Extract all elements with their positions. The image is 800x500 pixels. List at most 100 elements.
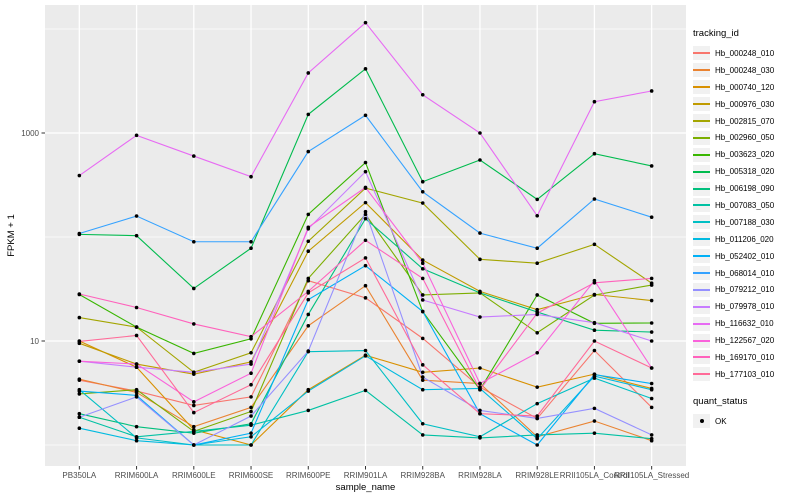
data-point xyxy=(535,351,539,355)
data-point xyxy=(420,258,425,262)
data-point xyxy=(192,322,196,326)
data-point xyxy=(249,362,253,366)
legend-entry-Hb_079978_010: Hb_079978_010 xyxy=(693,298,800,315)
data-point xyxy=(649,339,654,343)
data-point xyxy=(478,131,482,135)
data-point xyxy=(192,424,196,429)
data-point xyxy=(249,434,253,439)
legend-label: Hb_011206_020 xyxy=(715,234,774,244)
data-point xyxy=(363,20,368,25)
data-point xyxy=(535,436,539,441)
legend-key-line xyxy=(693,238,710,241)
legend-title-tracking-id: tracking_id xyxy=(693,28,739,39)
legend-label: Hb_005318_020 xyxy=(715,167,775,177)
data-point xyxy=(420,370,425,375)
data-point xyxy=(592,320,597,325)
legend-entry-Hb_005318_020: Hb_005318_020 xyxy=(693,163,800,180)
data-point xyxy=(535,385,539,389)
data-point xyxy=(192,400,196,404)
data-point xyxy=(249,174,253,179)
data-point xyxy=(592,372,597,377)
data-point xyxy=(592,431,597,435)
x-tick-label-RRIM600PE: RRIM600PE xyxy=(286,471,330,480)
data-point xyxy=(592,99,597,104)
data-point xyxy=(192,410,196,415)
legend-key-Hb_052402_010 xyxy=(693,249,710,264)
x-tick-label-RRIM928BA: RRIM928BA xyxy=(400,471,445,480)
legend-key-line xyxy=(693,339,710,342)
legend-key-Hb_169170_010 xyxy=(693,350,710,365)
data-point xyxy=(249,405,253,410)
legend-key-Hb_002815_070 xyxy=(693,114,710,128)
data-point xyxy=(306,225,311,230)
data-point xyxy=(192,351,196,356)
data-point xyxy=(649,387,654,392)
legend-key-line xyxy=(693,120,710,122)
legend-label: Hb_122567_020 xyxy=(715,336,775,346)
x-tick-label-RRIM600LE: RRIM600LE xyxy=(172,471,216,480)
data-point xyxy=(77,392,82,396)
data-point xyxy=(535,246,539,251)
data-point xyxy=(249,334,253,339)
data-point xyxy=(306,149,311,154)
legend-entry-Hb_007188_030: Hb_007188_030 xyxy=(693,214,800,231)
x-tick-label-RRIM928LA: RRIM928LA xyxy=(458,471,502,480)
data-point xyxy=(592,328,597,333)
y-tick-label-10: 10 xyxy=(30,337,39,346)
data-point xyxy=(249,431,253,435)
legend-entry-Hb_177103_010: Hb_177103_010 xyxy=(693,366,800,383)
legend-label: Hb_116632_010 xyxy=(715,319,774,329)
data-point xyxy=(306,276,311,281)
legend-key-line xyxy=(693,187,710,190)
legend-entry-Hb_003623_020: Hb_003623_020 xyxy=(693,146,800,163)
data-point xyxy=(420,92,425,97)
data-point xyxy=(420,298,425,302)
data-point xyxy=(363,354,368,358)
legend-entry-Hb_007083_050: Hb_007083_050 xyxy=(693,197,800,214)
data-point xyxy=(249,239,253,244)
data-point xyxy=(649,330,654,334)
data-point xyxy=(649,283,654,287)
legend-key-Hb_177103_010 xyxy=(693,367,710,382)
data-point xyxy=(77,173,82,178)
data-point xyxy=(134,325,139,329)
data-point xyxy=(363,216,368,221)
legend-label: Hb_000248_030 xyxy=(715,65,775,75)
data-point xyxy=(535,401,539,406)
legend-key-line xyxy=(693,356,710,359)
legend-entry-Hb_000740_120: Hb_000740_120 xyxy=(693,79,800,96)
data-point xyxy=(363,113,368,118)
legend-entry-Hb_006198_090: Hb_006198_090 xyxy=(693,180,800,197)
legend-entry-Hb_000248_030: Hb_000248_030 xyxy=(693,62,800,79)
legend-entry-Hb_116632_010: Hb_116632_010 xyxy=(693,315,800,332)
x-tick-label-RRIM600LA: RRIM600LA xyxy=(115,471,159,480)
data-point xyxy=(249,371,253,376)
x-tick-label-PB350LA: PB350LA xyxy=(62,471,96,480)
data-point xyxy=(592,197,597,201)
legend-entry-Hb_169170_010: Hb_169170_010 xyxy=(693,349,800,366)
data-point xyxy=(363,200,368,205)
data-point xyxy=(77,426,82,431)
data-point xyxy=(420,261,425,265)
data-point xyxy=(478,408,482,413)
data-point xyxy=(77,389,82,393)
y-tick-label-1000: 1000 xyxy=(21,129,39,138)
legend-key-line xyxy=(693,322,710,325)
legend-key-Hb_002960_050 xyxy=(693,130,710,145)
legend-key-Hb_000740_120 xyxy=(693,80,710,95)
legend-title-quant-status: quant_status xyxy=(693,395,748,407)
data-point xyxy=(249,423,253,428)
legend-key-line xyxy=(693,52,710,55)
legend-key-Hb_000976_030 xyxy=(693,97,710,112)
data-point xyxy=(249,382,253,387)
data-point xyxy=(478,434,482,439)
data-point xyxy=(535,261,539,265)
legend-label: Hb_002815_070 xyxy=(715,116,775,126)
data-point xyxy=(306,112,311,117)
legend-key-Hb_007083_050 xyxy=(693,198,710,213)
data-point xyxy=(535,213,539,218)
data-point xyxy=(592,242,597,247)
data-point xyxy=(420,375,425,379)
legend-label: Hb_079212_010 xyxy=(715,285,775,295)
legend-key-line xyxy=(693,373,710,376)
